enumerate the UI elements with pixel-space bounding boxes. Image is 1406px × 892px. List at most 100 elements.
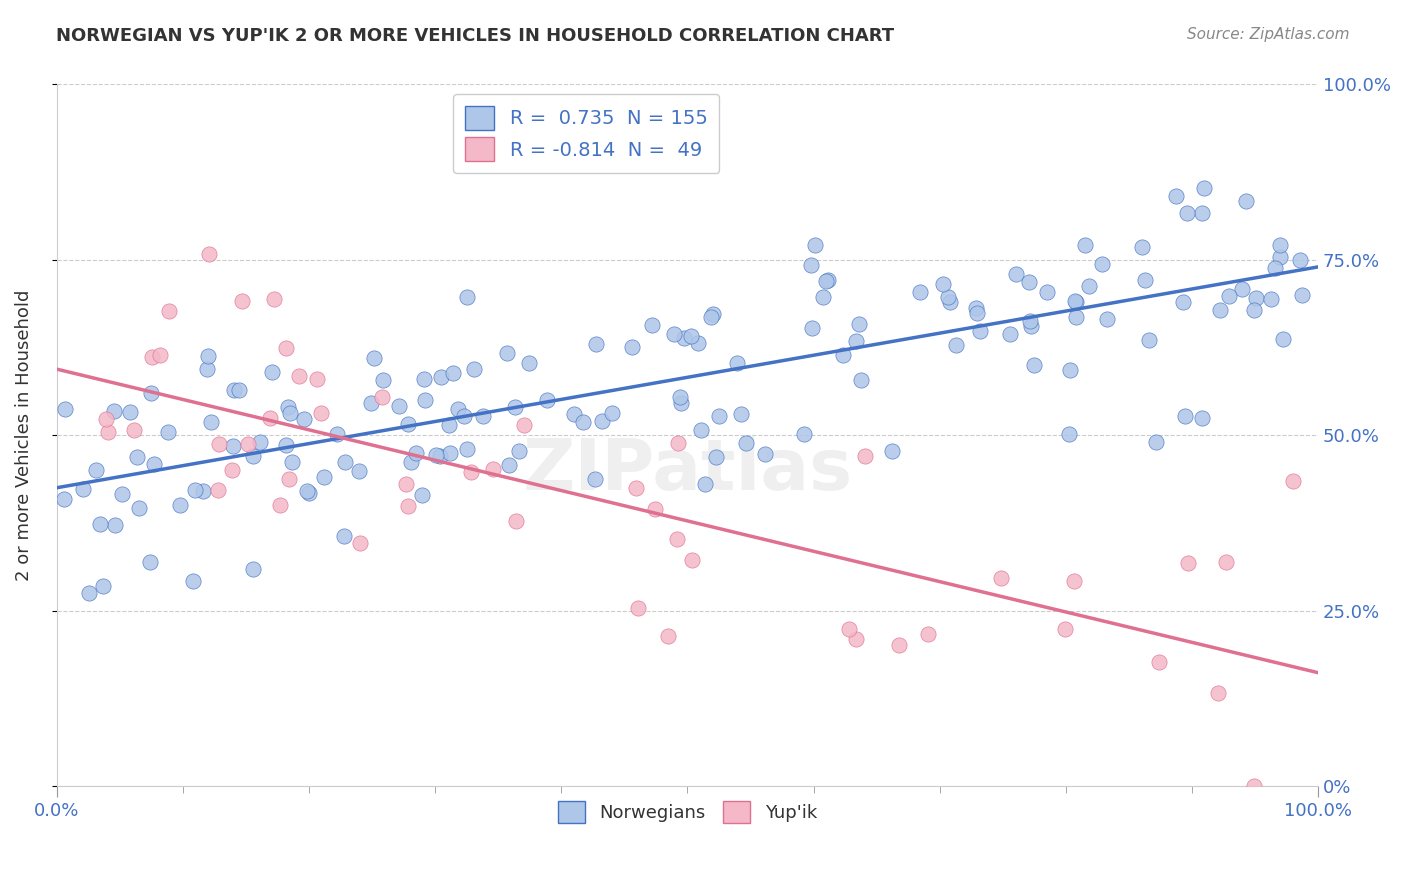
- Point: [1095, 311, 1118, 326]
- Point: [349, 536, 371, 550]
- Point: [405, 446, 427, 460]
- Point: [1291, 288, 1313, 302]
- Point: [77, 586, 100, 600]
- Point: [413, 372, 436, 386]
- Point: [371, 373, 394, 387]
- Point: [97, 425, 120, 439]
- Point: [817, 273, 839, 287]
- Point: [207, 483, 229, 497]
- Point: [200, 415, 222, 429]
- Point: [326, 427, 349, 442]
- Point: [1191, 410, 1213, 425]
- Point: [939, 294, 962, 309]
- Point: [800, 258, 823, 272]
- Point: [882, 443, 904, 458]
- Point: [1215, 555, 1237, 569]
- Point: [259, 411, 281, 425]
- Point: [965, 301, 987, 315]
- Point: [1057, 426, 1080, 441]
- Point: [297, 484, 319, 499]
- Point: [845, 334, 868, 348]
- Point: [690, 424, 713, 438]
- Point: [314, 470, 336, 484]
- Point: [413, 392, 436, 407]
- Point: [1264, 261, 1286, 276]
- Point: [238, 437, 260, 451]
- Point: [804, 238, 827, 252]
- Point: [96, 412, 118, 426]
- Point: [141, 350, 163, 364]
- Point: [1282, 474, 1305, 488]
- Point: [620, 340, 643, 354]
- Point: [221, 439, 243, 453]
- Point: [845, 632, 868, 647]
- Point: [1208, 685, 1230, 699]
- Point: [242, 562, 264, 576]
- Point: [471, 409, 494, 423]
- Point: [84, 463, 107, 477]
- Point: [249, 435, 271, 450]
- Point: [591, 414, 613, 428]
- Point: [260, 365, 283, 379]
- Point: [793, 427, 815, 442]
- Point: [242, 449, 264, 463]
- Point: [411, 487, 433, 501]
- Point: [1289, 252, 1312, 267]
- Point: [425, 448, 447, 462]
- Point: [848, 317, 870, 331]
- Point: [157, 425, 180, 440]
- Point: [1063, 574, 1085, 589]
- Legend: Norwegians, Yup'ik: Norwegians, Yup'ik: [547, 790, 828, 834]
- Point: [671, 395, 693, 409]
- Point: [644, 502, 666, 516]
- Point: [672, 331, 695, 345]
- Point: [208, 436, 231, 450]
- Point: [1005, 267, 1028, 281]
- Point: [936, 290, 959, 304]
- Point: [1054, 622, 1077, 636]
- Point: [198, 246, 221, 260]
- Point: [1260, 292, 1282, 306]
- Point: [814, 274, 837, 288]
- Point: [702, 307, 724, 321]
- Point: [585, 337, 607, 351]
- Point: [990, 571, 1012, 585]
- Point: [55, 402, 77, 417]
- Point: [437, 418, 460, 433]
- Point: [360, 395, 382, 409]
- Point: [72, 482, 94, 496]
- Point: [838, 622, 860, 636]
- Point: [395, 477, 418, 491]
- Point: [288, 368, 311, 383]
- Point: [139, 385, 162, 400]
- Point: [917, 627, 939, 641]
- Point: [460, 465, 482, 479]
- Point: [399, 455, 422, 469]
- Point: [456, 290, 478, 304]
- Point: [498, 458, 520, 472]
- Point: [998, 326, 1021, 341]
- Point: [657, 629, 679, 643]
- Point: [309, 406, 332, 420]
- Point: [735, 436, 758, 450]
- Point: [122, 423, 145, 437]
- Point: [1059, 362, 1081, 376]
- Point: [1019, 319, 1042, 334]
- Point: [231, 294, 253, 309]
- Point: [453, 409, 475, 423]
- Point: [1268, 237, 1291, 252]
- Point: [1243, 302, 1265, 317]
- Point: [1064, 294, 1087, 309]
- Point: [505, 401, 527, 415]
- Point: [274, 341, 297, 355]
- Point: [908, 285, 931, 300]
- Point: [1175, 206, 1198, 220]
- Point: [1230, 282, 1253, 296]
- Point: [679, 329, 702, 343]
- Point: [263, 293, 285, 307]
- Point: [1074, 238, 1097, 252]
- Text: ZIPatlas: ZIPatlas: [522, 436, 852, 505]
- Point: [430, 370, 453, 384]
- Point: [1244, 291, 1267, 305]
- Point: [197, 349, 219, 363]
